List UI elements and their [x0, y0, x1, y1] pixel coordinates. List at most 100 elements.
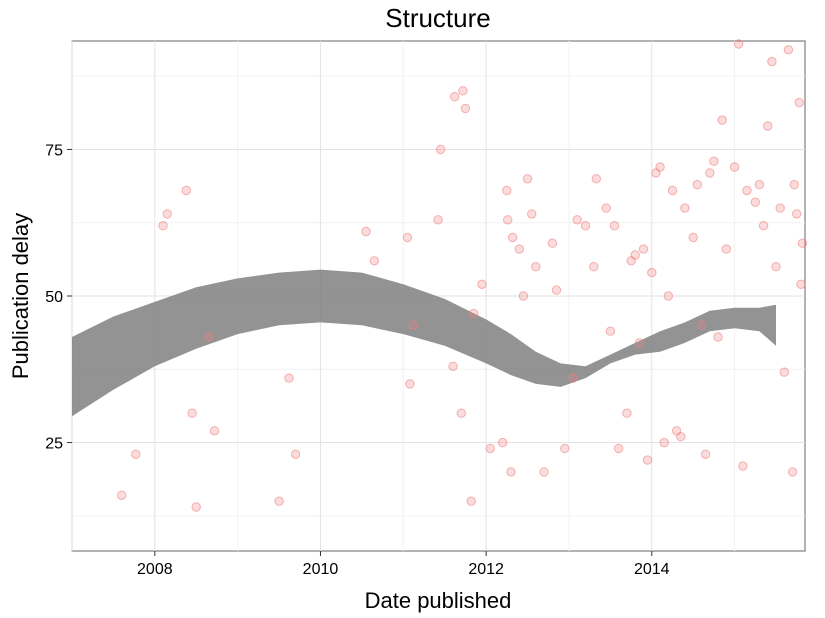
data-point: [700, 449, 711, 459]
data-point: [522, 174, 533, 184]
data-point: [767, 56, 777, 67]
data-points: [117, 39, 808, 512]
data-point: [667, 185, 678, 196]
data-point: [503, 215, 513, 225]
data-point: [659, 437, 669, 448]
data-point: [622, 408, 632, 418]
data-point: [792, 209, 802, 219]
data-point: [514, 244, 524, 254]
data-point: [539, 467, 549, 477]
data-point: [284, 373, 294, 383]
data-point: [642, 455, 653, 465]
data-point: [721, 244, 731, 254]
data-point: [705, 168, 715, 178]
data-point: [435, 144, 446, 155]
data-point: [630, 250, 640, 260]
data-point: [507, 232, 518, 243]
data-point: [680, 203, 690, 213]
data-point: [117, 490, 127, 500]
data-point: [274, 496, 284, 506]
data-point: [797, 238, 808, 248]
data-point: [663, 291, 673, 301]
data-point: [796, 279, 806, 289]
x-axis: 2008 2010 2012 2014: [137, 551, 670, 578]
data-point: [158, 221, 168, 231]
y-axis: 25 50 75: [45, 142, 72, 453]
data-point: [787, 467, 798, 477]
y-tick-label: 25: [45, 436, 63, 453]
y-axis-title: Publication delay: [8, 213, 33, 379]
data-point: [779, 367, 789, 377]
data-point: [738, 461, 748, 471]
y-tick-label: 50: [45, 289, 63, 306]
data-point: [551, 285, 562, 295]
chart-title: Structure: [385, 3, 491, 33]
data-point: [506, 467, 516, 477]
data-point: [469, 308, 479, 319]
data-point: [191, 502, 201, 512]
data-point: [485, 443, 495, 454]
data-point: [742, 185, 752, 196]
data-point: [717, 115, 727, 125]
data-point: [209, 426, 220, 436]
data-point: [638, 244, 649, 254]
data-point: [458, 86, 468, 96]
data-point: [692, 179, 702, 190]
x-axis-title: Date published: [365, 588, 512, 613]
y-tick-label: 75: [45, 142, 63, 159]
data-point: [713, 332, 723, 342]
data-point: [676, 432, 686, 442]
data-point: [531, 262, 541, 272]
data-point: [405, 379, 415, 389]
data-point: [605, 326, 616, 336]
x-tick-label: 2012: [468, 561, 504, 578]
data-point: [613, 443, 624, 454]
data-point: [655, 162, 665, 172]
data-point: [560, 443, 570, 454]
x-tick-label: 2014: [634, 561, 670, 578]
data-point: [466, 496, 476, 506]
data-point: [794, 97, 804, 108]
data-point: [589, 262, 599, 272]
data-point: [775, 203, 785, 213]
data-point: [187, 408, 197, 418]
data-point: [580, 221, 591, 231]
data-point: [750, 197, 760, 207]
data-point: [688, 232, 698, 243]
smooth-confidence-band: [72, 269, 776, 417]
data-point: [181, 185, 192, 196]
data-point: [696, 320, 707, 330]
data-point: [783, 45, 794, 55]
data-point: [729, 162, 740, 172]
data-point: [709, 156, 719, 166]
data-point: [498, 437, 508, 448]
data-point: [131, 449, 141, 459]
data-point: [763, 121, 773, 131]
data-point: [448, 361, 458, 371]
data-point: [568, 373, 578, 383]
minor-grid: [71, 41, 805, 551]
data-point: [408, 320, 418, 330]
data-point: [460, 103, 471, 114]
data-point: [647, 267, 657, 278]
data-point: [450, 92, 460, 102]
data-point: [456, 408, 466, 418]
data-point: [634, 338, 645, 348]
data-point: [572, 215, 582, 225]
data-point: [162, 209, 172, 219]
data-point: [609, 221, 620, 231]
data-point: [527, 209, 537, 219]
data-point: [502, 185, 512, 196]
data-point: [477, 279, 487, 289]
data-point: [402, 232, 413, 243]
data-point: [789, 179, 799, 190]
data-point: [547, 238, 558, 248]
data-point: [369, 256, 379, 266]
data-point: [754, 179, 765, 190]
data-point: [361, 226, 371, 237]
x-tick-label: 2010: [303, 561, 339, 578]
data-point: [290, 449, 301, 459]
data-point: [433, 215, 443, 225]
data-point: [518, 291, 529, 301]
